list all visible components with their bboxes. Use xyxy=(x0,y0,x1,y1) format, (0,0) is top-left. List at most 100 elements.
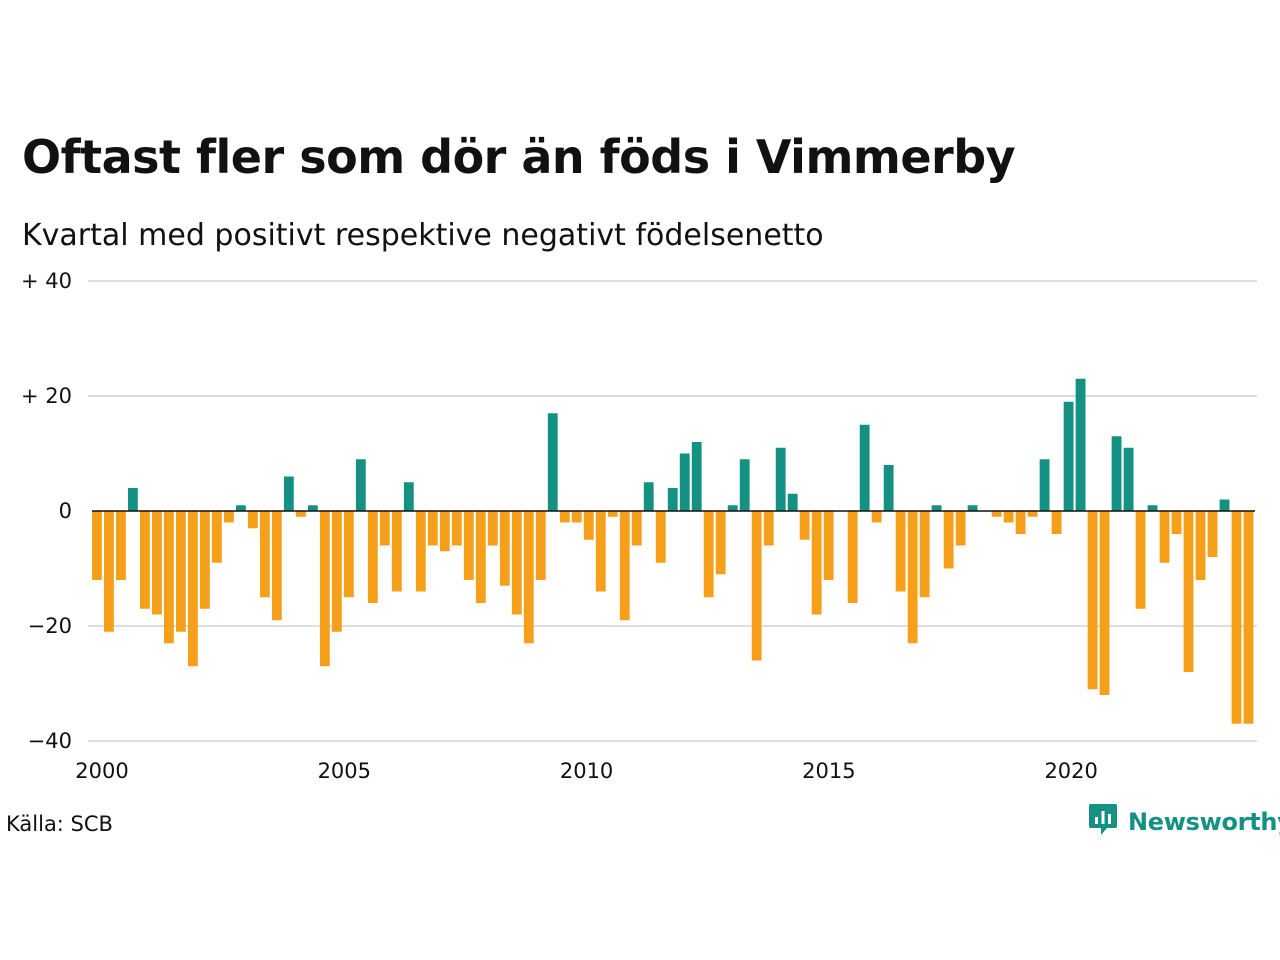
bar-2002K2 xyxy=(199,511,210,609)
bar-2010K1 xyxy=(571,511,582,523)
y-tick-label: + 40 xyxy=(21,269,72,293)
chart-title: Oftast fler som dör än föds i Vimmerby xyxy=(22,130,1016,184)
bar-2023K4 xyxy=(1231,511,1242,724)
brand-logo[interactable]: Newsworthy xyxy=(1088,802,1280,842)
bar-2012K1 xyxy=(667,488,678,511)
bar-2012K4 xyxy=(703,511,714,598)
bar-2007K1 xyxy=(427,511,438,546)
bar-2004K3 xyxy=(307,505,318,511)
bar-2010K4 xyxy=(607,511,618,517)
bar-2016K4 xyxy=(895,511,906,592)
bar-2013K2 xyxy=(727,505,738,511)
bar-2022K3 xyxy=(1171,511,1182,534)
x-tick-label: 2020 xyxy=(1044,759,1097,783)
bar-2013K1 xyxy=(715,511,726,575)
bar-2004K1 xyxy=(283,476,294,511)
bar-2017K2 xyxy=(919,511,930,598)
bar-2004K4 xyxy=(319,511,330,667)
bar-2005K4 xyxy=(367,511,378,603)
bar-2021K1 xyxy=(1099,511,1110,695)
bar-2022K2 xyxy=(1159,511,1170,563)
bar-2021K2 xyxy=(1111,436,1122,511)
bar-2020K2 xyxy=(1063,401,1074,511)
bar-2019K4 xyxy=(1039,459,1050,511)
bar-2007K3 xyxy=(451,511,462,546)
bar-2020K4 xyxy=(1087,511,1098,690)
y-tick-label: −20 xyxy=(28,614,72,638)
brand-name: Newsworthy xyxy=(1128,808,1280,836)
bar-2001K2 xyxy=(151,511,162,615)
bar-2000K2 xyxy=(104,511,114,632)
bar-2016K1 xyxy=(859,424,870,511)
bar-2002K1 xyxy=(187,511,198,667)
bar-2014K3 xyxy=(787,493,798,511)
newsworthy-logo-icon xyxy=(1088,802,1118,842)
bar-2019K2 xyxy=(1015,511,1026,534)
y-tick-label: + 20 xyxy=(21,384,72,408)
bar-2002K3 xyxy=(211,511,222,563)
bar-2011K1 xyxy=(619,511,630,621)
bar-2015K4 xyxy=(847,511,858,603)
bar-2003K4 xyxy=(271,511,282,621)
bar-2021K4 xyxy=(1135,511,1146,609)
bar-2013K4 xyxy=(751,511,762,661)
bar-2013K3 xyxy=(739,459,750,511)
bar-2011K3 xyxy=(643,482,654,511)
chart-subtitle: Kvartal med positivt respektive negativt… xyxy=(22,218,824,253)
bar-2020K3 xyxy=(1075,378,1086,511)
bar-2015K2 xyxy=(823,511,834,580)
bar-2001K3 xyxy=(163,511,174,644)
bar-2022K1 xyxy=(1147,505,1158,511)
bar-2011K2 xyxy=(631,511,642,546)
bar-2008K3 xyxy=(499,511,510,586)
bar-2008K4 xyxy=(511,511,522,615)
bar-2005K3 xyxy=(355,459,366,511)
bar-2006K4 xyxy=(415,511,426,592)
bar-2010K2 xyxy=(583,511,594,540)
bar-2019K1 xyxy=(1003,511,1014,523)
bar-2014K4 xyxy=(799,511,810,540)
bar-2000K3 xyxy=(115,511,126,580)
bar-2004K2 xyxy=(295,511,306,517)
bar-2021K3 xyxy=(1123,447,1134,511)
bar-2006K3 xyxy=(403,482,414,511)
bar-2007K2 xyxy=(439,511,450,552)
x-tick-label: 2010 xyxy=(560,759,613,783)
bar-2000K1 xyxy=(92,511,102,580)
x-tick-label: 2005 xyxy=(318,759,371,783)
bar-2016K3 xyxy=(883,465,894,511)
bar-2023K3 xyxy=(1219,499,1230,511)
bar-2015K1 xyxy=(811,511,822,615)
bar-2010K3 xyxy=(595,511,606,592)
y-tick-label: 0 xyxy=(59,499,72,523)
source-note: Källa: SCB xyxy=(6,812,113,836)
bar-2009K4 xyxy=(559,511,570,523)
bar-2020K1 xyxy=(1051,511,1062,534)
bars xyxy=(92,378,1254,724)
bar-2018K4 xyxy=(991,511,1002,517)
bar-2003K3 xyxy=(259,511,270,598)
bar-2007K4 xyxy=(463,511,474,580)
bar-2022K4 xyxy=(1183,511,1194,672)
bar-2014K1 xyxy=(763,511,774,546)
bar-2009K2 xyxy=(535,511,546,580)
bar-2006K1 xyxy=(379,511,390,546)
bar-2000K4 xyxy=(127,488,138,511)
bar-2018K2 xyxy=(967,505,978,511)
bar-2008K2 xyxy=(487,511,498,546)
bar-2016K2 xyxy=(871,511,882,523)
bar-2017K4 xyxy=(943,511,954,569)
bar-2008K1 xyxy=(475,511,486,603)
x-tick-label: 2000 xyxy=(75,759,128,783)
y-tick-label: −40 xyxy=(28,729,72,753)
bar-2012K2 xyxy=(679,453,690,511)
bar-2017K1 xyxy=(907,511,918,644)
bar-2006K2 xyxy=(391,511,402,592)
bar-2024K1 xyxy=(1243,511,1254,724)
x-tick-label: 2015 xyxy=(802,759,855,783)
bar-2009K1 xyxy=(523,511,534,644)
bar-2012K3 xyxy=(691,442,702,511)
bar-2003K1 xyxy=(235,505,246,511)
